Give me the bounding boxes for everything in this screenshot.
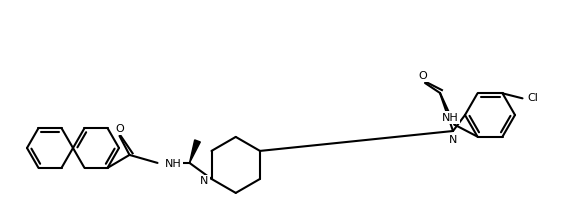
Text: N: N — [200, 176, 208, 186]
Text: O: O — [115, 124, 124, 134]
Text: Cl: Cl — [527, 93, 538, 103]
Text: NH: NH — [442, 113, 459, 123]
Polygon shape — [189, 140, 200, 163]
Text: N: N — [449, 135, 457, 145]
Text: O: O — [419, 71, 427, 81]
Text: NH: NH — [165, 159, 181, 169]
